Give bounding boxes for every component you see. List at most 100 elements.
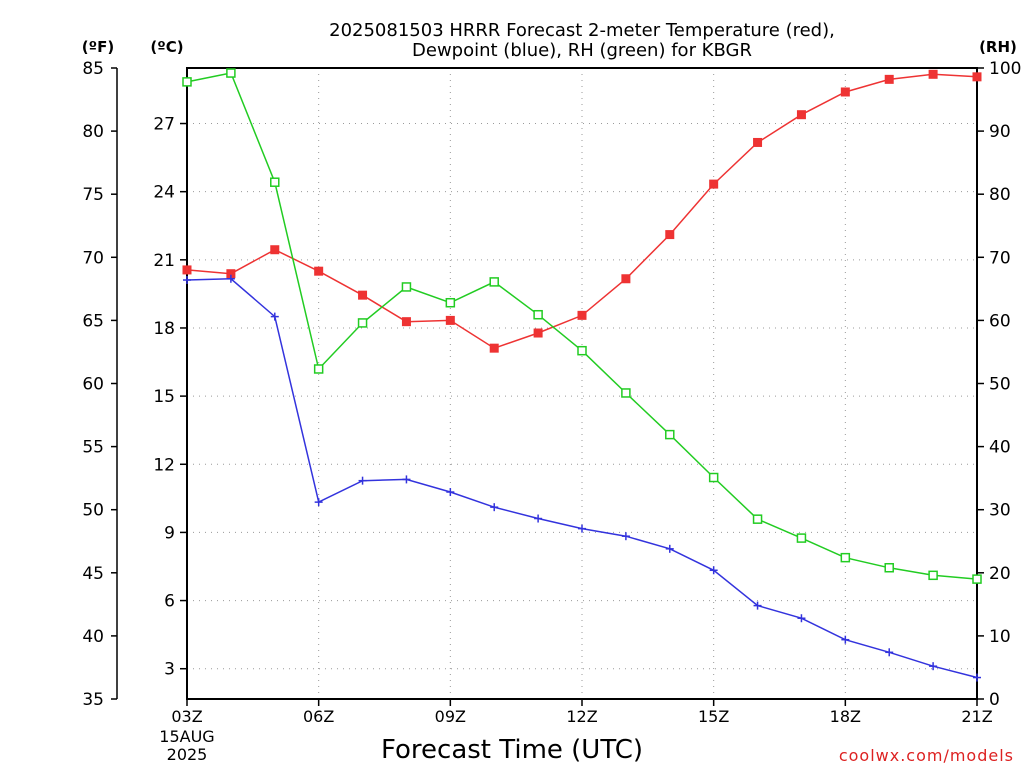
tick-label-c: 24 [153, 183, 175, 203]
data-point-temperature [182, 265, 192, 275]
data-point-temperature [577, 310, 587, 320]
data-point-dewpoint [270, 312, 279, 321]
tick-label-rh: 10 [989, 627, 1011, 647]
tick-label-x: 18Z [830, 707, 861, 726]
series-line-temperature [186, 73, 978, 350]
data-point-dewpoint [797, 614, 806, 623]
data-point-rh [270, 177, 280, 187]
data-point-temperature [884, 74, 894, 84]
tick-label-rh: 30 [989, 501, 1011, 521]
tick-label-x: 06Z [303, 707, 334, 726]
data-point-rh [884, 563, 894, 573]
x-date-year: 2025 [167, 745, 208, 764]
tick-label-rh: 100 [989, 59, 1021, 79]
data-point-rh [533, 309, 543, 320]
series-temperature [182, 69, 982, 353]
tick-label-c: 9 [164, 523, 175, 543]
tick-label-c: 3 [164, 660, 175, 680]
chart-title-line2: Dewpoint (blue), RH (green) for KBGR [412, 40, 752, 61]
tick-label-rh: 60 [989, 311, 1011, 331]
data-point-rh [796, 533, 807, 543]
tick-label-rh: 40 [989, 438, 1011, 458]
tick-label-f: 75 [82, 185, 104, 205]
left-axis-unit-f: (ºF) [82, 38, 114, 56]
data-point-dewpoint [621, 532, 630, 541]
data-point-dewpoint [973, 673, 981, 682]
data-point-temperature [621, 274, 631, 284]
x-axis-label: Forecast Time (UTC) [381, 735, 643, 765]
data-point-rh [752, 514, 763, 524]
right-axis-unit-rh: (RH) [979, 38, 1017, 56]
watermark: coolwx.com/models [839, 746, 1014, 765]
tick-label-c: 12 [153, 455, 175, 475]
data-point-dewpoint [402, 475, 411, 484]
tick-label-x: 03Z [171, 707, 202, 726]
tick-label-x: 12Z [566, 707, 597, 726]
series-rh [182, 68, 982, 584]
tick-label-f: 55 [82, 438, 104, 458]
data-point-rh [313, 364, 324, 374]
tick-label-f: 70 [82, 248, 104, 268]
data-point-temperature [270, 245, 280, 255]
data-point-temperature [840, 87, 850, 97]
data-point-temperature [401, 317, 411, 327]
tick-label-rh: 80 [989, 185, 1011, 205]
tick-label-x: 09Z [435, 707, 466, 726]
tick-label-rh: 70 [989, 248, 1011, 268]
series-dewpoint [183, 274, 981, 682]
data-point-rh [621, 388, 631, 398]
data-point-temperature [489, 343, 499, 353]
data-point-dewpoint [885, 648, 894, 657]
data-point-rh [665, 429, 675, 440]
data-point-rh [226, 68, 236, 78]
data-point-dewpoint [665, 544, 674, 553]
data-point-dewpoint [578, 524, 586, 533]
data-point-rh [489, 277, 499, 287]
data-point-dewpoint [929, 662, 938, 671]
chart-title-line1: 2025081503 HRRR Forecast 2-meter Tempera… [329, 20, 835, 41]
data-point-temperature [709, 179, 719, 189]
data-series [182, 68, 982, 682]
tick-label-f: 40 [82, 627, 104, 647]
data-point-dewpoint [490, 503, 499, 512]
tick-label-rh: 50 [989, 375, 1011, 395]
tick-label-x: 21Z [961, 707, 992, 726]
tick-label-f: 35 [82, 690, 104, 710]
tick-labels: 35 40 45 50 55 60 65 70 75 80 85 3 6 9 12 15 18 21 24 27 0 10… [82, 59, 1021, 726]
data-point-rh [708, 472, 719, 483]
tick-label-f: 85 [82, 59, 104, 79]
data-point-temperature [533, 328, 543, 338]
data-point-dewpoint [709, 566, 718, 575]
data-point-temperature [796, 110, 806, 120]
tick-label-f: 65 [82, 311, 104, 331]
tick-label-x: 15Z [698, 707, 729, 726]
data-point-rh [357, 318, 368, 328]
data-point-temperature [972, 72, 982, 82]
tick-label-rh: 0 [989, 690, 1000, 710]
data-point-rh [577, 345, 587, 356]
data-point-rh [972, 574, 982, 584]
tick-label-c: 6 [164, 592, 175, 612]
data-point-temperature [753, 137, 763, 147]
data-point-dewpoint [841, 635, 850, 644]
tick-label-c: 18 [153, 319, 175, 339]
tick-label-f: 60 [82, 375, 104, 395]
tick-label-c: 15 [153, 387, 175, 407]
data-point-rh [840, 552, 851, 563]
data-point-temperature [665, 230, 675, 240]
axes [111, 67, 984, 706]
data-point-temperature [358, 290, 368, 300]
grid-lines [187, 68, 977, 699]
tick-label-c: 27 [153, 115, 175, 135]
data-point-rh [928, 570, 938, 581]
data-point-dewpoint [446, 488, 455, 497]
data-point-dewpoint [358, 476, 367, 485]
data-point-dewpoint [314, 498, 323, 507]
data-point-dewpoint [183, 276, 191, 285]
data-point-dewpoint [226, 274, 235, 283]
data-point-temperature [928, 69, 938, 79]
data-point-rh [401, 282, 412, 292]
x-date-day: 15AUG [159, 727, 214, 746]
data-point-rh [182, 77, 192, 87]
data-point-dewpoint [753, 601, 762, 610]
